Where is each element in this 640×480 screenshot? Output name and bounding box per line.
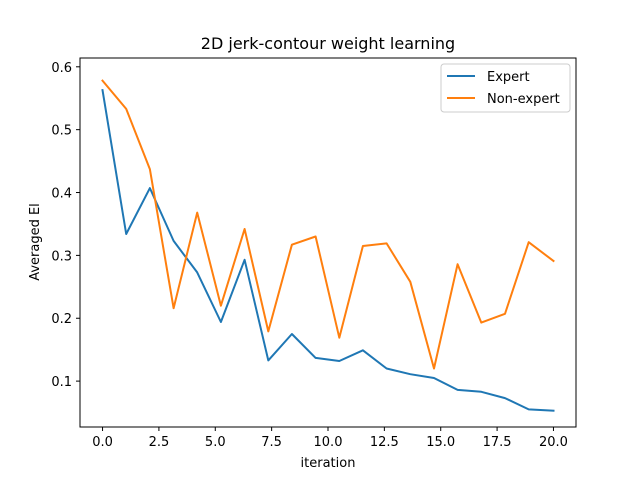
y-axis-ticks: 0.1 0.2 0.3 0.4 0.5 0.6	[51, 61, 80, 390]
y-axis-label: Averaged El	[28, 203, 43, 281]
y-tick-label: 0.3	[51, 249, 72, 264]
plot-frame	[79, 57, 577, 428]
y-tick-label: 0.6	[51, 61, 72, 76]
x-tick-label: 10.0	[314, 435, 343, 450]
series-line-expert	[101, 88, 555, 412]
series-line-non-expert	[101, 79, 555, 370]
chart-title: 2D jerk-contour weight learning	[201, 34, 455, 53]
x-axis-ticks: 0.0 2.5 5.0 7.5 10.0 12.5 15.0 17.5 20.0	[92, 427, 568, 450]
x-tick-label: 5.0	[205, 435, 226, 450]
series-lines	[101, 79, 555, 412]
y-tick-label: 0.1	[51, 375, 72, 390]
x-axis-label: iteration	[301, 456, 356, 471]
legend-label-non-expert: Non-expert	[487, 92, 560, 107]
y-tick-label: 0.2	[51, 312, 72, 327]
x-tick-label: 17.5	[483, 435, 512, 450]
legend-label-expert: Expert	[487, 70, 530, 85]
x-tick-label: 7.5	[261, 435, 282, 450]
y-tick-label: 0.4	[51, 187, 72, 202]
y-tick-label: 0.5	[51, 124, 72, 139]
x-tick-label: 2.5	[149, 435, 170, 450]
legend: Expert Non-expert	[440, 63, 571, 113]
x-tick-label: 15.0	[426, 435, 455, 450]
x-tick-label: 12.5	[370, 435, 399, 450]
x-tick-label: 20.0	[539, 435, 568, 450]
x-tick-label: 0.0	[92, 435, 113, 450]
